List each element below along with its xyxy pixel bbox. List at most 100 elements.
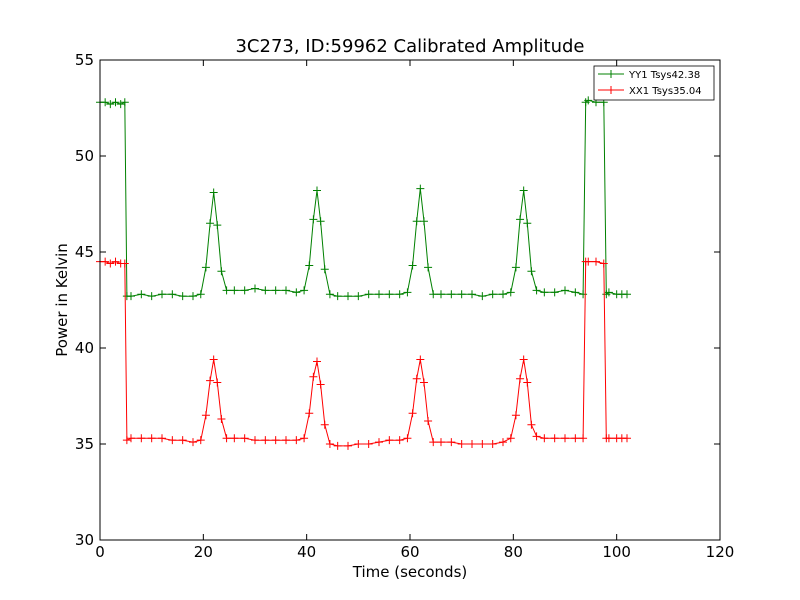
data-point-yy1	[158, 290, 166, 299]
data-point-xx1	[261, 436, 270, 445]
data-point-xx1	[403, 434, 412, 443]
y-tick-label: 45	[75, 243, 94, 261]
data-point-xx1	[325, 440, 334, 448]
data-point-yy1	[300, 286, 309, 295]
data-point-yy1	[120, 98, 129, 107]
data-point-yy1	[447, 290, 456, 299]
x-tick-label: 60	[400, 543, 419, 561]
data-point-xx1	[506, 434, 515, 443]
data-point-yy1	[305, 261, 314, 270]
data-point-yy1	[457, 290, 466, 299]
data-point-xx1	[419, 378, 428, 387]
data-point-xx1	[457, 440, 466, 448]
data-point-yy1	[206, 219, 215, 228]
data-point-xx1	[599, 259, 608, 268]
data-point-yy1	[403, 288, 412, 297]
x-tick-label: 80	[504, 543, 523, 561]
data-point-xx1	[222, 434, 231, 443]
data-point-xx1	[217, 415, 226, 424]
data-point-yy1	[375, 290, 383, 299]
data-point-xx1	[106, 259, 115, 268]
y-tick-label: 55	[75, 51, 94, 69]
data-point-xx1	[196, 436, 205, 445]
data-point-yy1	[499, 290, 507, 299]
data-point-yy1	[213, 221, 222, 230]
data-point-yy1	[271, 286, 280, 295]
data-point-xx1	[313, 357, 321, 366]
legend-box	[593, 65, 715, 101]
data-point-yy1	[550, 288, 559, 297]
data-point-xx1	[282, 436, 290, 445]
data-point-xx1	[488, 440, 497, 448]
data-point-xx1	[408, 409, 417, 418]
data-point-yy1	[282, 286, 290, 295]
series-layer	[96, 96, 631, 450]
data-point-xx1	[468, 440, 476, 448]
data-point-xx1	[122, 436, 131, 445]
data-point-yy1	[222, 286, 231, 295]
data-point-yy1	[313, 186, 321, 195]
data-point-yy1	[189, 292, 197, 301]
y-axis-ticks: 30 35 40 45 50 55	[75, 51, 720, 549]
data-point-yy1	[251, 284, 259, 293]
data-point-yy1	[111, 98, 120, 107]
data-point-yy1	[584, 96, 593, 105]
data-point-yy1	[209, 188, 218, 197]
data-point-yy1	[523, 219, 532, 228]
data-point-xx1	[178, 436, 187, 445]
data-point-yy1	[333, 292, 342, 301]
data-point-xx1	[230, 434, 239, 443]
data-point-xx1	[320, 420, 329, 429]
legend-entry-xx1: XX1 Tsys35.04	[598, 86, 702, 97]
data-point-xx1	[540, 434, 549, 443]
data-point-yy1	[416, 184, 425, 193]
data-point-xx1	[189, 438, 197, 447]
data-point-xx1	[316, 380, 325, 389]
data-point-yy1	[511, 263, 520, 272]
legend: YY1 Tsys42.38 XX1 Tsys35.04	[593, 65, 715, 101]
data-point-yy1	[429, 290, 438, 299]
data-point-yy1	[137, 290, 146, 299]
data-point-xx1	[158, 434, 166, 443]
data-point-xx1	[579, 434, 588, 443]
x-tick-label: 120	[706, 543, 735, 561]
data-point-yy1	[168, 290, 177, 299]
data-point-xx1	[292, 436, 301, 445]
data-point-xx1	[395, 436, 404, 445]
chart-title: 3C273, ID:59962 Calibrated Amplitude	[235, 36, 584, 57]
data-point-xx1	[527, 420, 536, 429]
data-point-yy1	[344, 292, 352, 301]
legend-entry-yy1: YY1 Tsys42.38	[598, 70, 700, 81]
x-axis-ticks: 0 20 40 60 80 100 120	[95, 60, 734, 561]
data-point-yy1	[478, 292, 487, 301]
data-point-xx1	[213, 378, 222, 387]
data-point-xx1	[416, 355, 425, 364]
data-point-yy1	[516, 215, 525, 224]
data-point-xx1	[271, 436, 280, 445]
data-point-yy1	[196, 290, 205, 299]
data-point-yy1	[325, 290, 334, 299]
data-point-xx1	[137, 434, 146, 443]
data-point-xx1	[424, 416, 433, 425]
data-point-yy1	[468, 290, 476, 299]
data-point-xx1	[532, 432, 541, 441]
data-point-yy1	[623, 290, 631, 299]
data-point-xx1	[478, 440, 487, 448]
legend-label-yy1: YY1 Tsys42.38	[628, 70, 700, 81]
data-point-xx1	[206, 376, 215, 385]
data-point-yy1	[437, 290, 445, 299]
data-point-xx1	[584, 257, 593, 266]
data-point-yy1	[201, 263, 210, 272]
y-tick-label: 30	[75, 531, 94, 549]
data-point-yy1	[579, 290, 588, 299]
data-point-xx1	[168, 436, 177, 445]
data-point-xx1	[571, 434, 580, 443]
y-axis-label: Power in Kelvin	[53, 243, 71, 357]
data-point-yy1	[354, 292, 363, 301]
data-point-yy1	[412, 217, 421, 226]
data-point-yy1	[488, 290, 497, 299]
data-point-xx1	[511, 411, 520, 420]
data-point-yy1	[385, 290, 394, 299]
data-point-yy1	[230, 286, 239, 295]
data-point-yy1	[408, 261, 417, 270]
